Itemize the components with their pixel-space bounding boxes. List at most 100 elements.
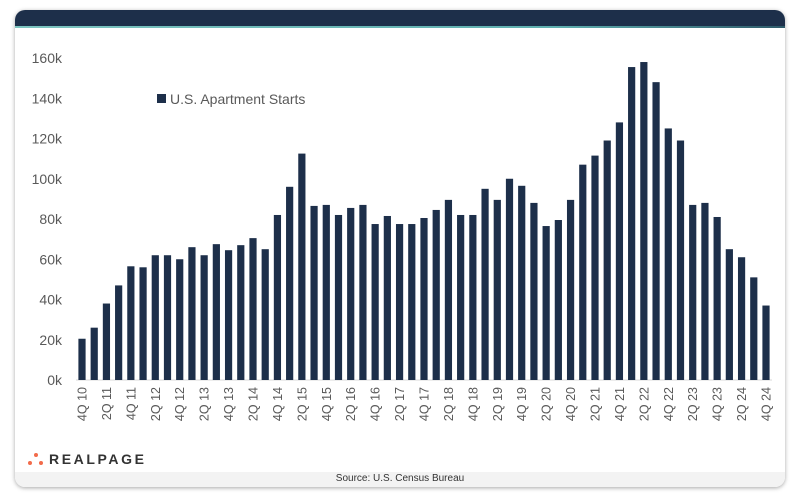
x-tick-label: 2Q 14 <box>247 387 261 421</box>
x-tick-label: 4Q 13 <box>222 387 236 421</box>
bar <box>163 255 172 380</box>
bar <box>127 266 135 380</box>
x-tick-label: 2Q 11 <box>100 387 114 420</box>
bar <box>139 267 147 380</box>
bar <box>212 244 220 380</box>
x-tick-label: 4Q 10 <box>76 387 90 421</box>
bar <box>286 186 294 380</box>
bar <box>628 67 636 381</box>
logo-text: REALPAGE <box>49 451 147 467</box>
bar <box>249 238 257 380</box>
bar <box>737 257 746 380</box>
x-tick-label: 4Q 11 <box>124 387 138 420</box>
bar <box>224 250 233 380</box>
bar <box>371 224 379 380</box>
legend: U.S. Apartment Starts <box>157 91 305 107</box>
x-tick-label: 4Q 24 <box>760 387 774 421</box>
x-tick-label: 2Q 20 <box>540 387 554 421</box>
bar <box>237 245 245 380</box>
bar <box>566 199 575 380</box>
bar <box>359 204 367 380</box>
x-tick-label: 4Q 17 <box>418 387 432 421</box>
x-tick-label: 2Q 16 <box>344 387 358 421</box>
source-footer: Source: U.S. Census Bureau <box>15 472 785 487</box>
x-tick-label: 2Q 12 <box>149 387 163 421</box>
y-tick-label: 60k <box>39 251 63 267</box>
bar <box>591 155 599 380</box>
bar <box>469 214 477 380</box>
x-tick-label: 4Q 15 <box>320 387 334 421</box>
y-tick-label: 160k <box>32 50 63 66</box>
x-tick-label: 2Q 19 <box>491 387 505 421</box>
bar <box>420 217 428 380</box>
bar <box>713 216 721 380</box>
card-header-bar <box>15 10 785 26</box>
bar <box>701 202 709 380</box>
bar <box>188 247 196 380</box>
bar <box>200 255 208 380</box>
bar <box>334 214 343 380</box>
realpage-logo: REALPAGE <box>27 451 147 467</box>
bar <box>518 185 526 380</box>
bar <box>444 199 453 380</box>
source-text: Source: U.S. Census Bureau <box>335 473 465 484</box>
bar <box>115 285 123 380</box>
bar <box>725 249 733 380</box>
bar <box>457 214 465 380</box>
bar <box>640 62 648 381</box>
bar <box>689 204 697 380</box>
bar <box>615 122 624 381</box>
bar <box>383 215 391 380</box>
x-tick-label: 2Q 24 <box>735 387 749 421</box>
x-tick-label: 2Q 21 <box>589 387 603 421</box>
x-tick-label: 4Q 14 <box>271 387 285 421</box>
legend-swatch <box>157 94 166 103</box>
x-tick-label: 2Q 13 <box>198 387 212 421</box>
bar <box>310 205 318 380</box>
y-tick-label: 0k <box>47 372 63 388</box>
x-tick-label: 4Q 16 <box>369 387 383 421</box>
y-tick-label: 40k <box>39 292 63 308</box>
bar <box>273 214 282 380</box>
y-tick-label: 80k <box>39 211 63 227</box>
x-tick-label: 2Q 17 <box>393 387 407 421</box>
bar <box>151 255 159 380</box>
y-tick-label: 140k <box>32 90 63 106</box>
y-axis: 0k 20k 40k 60k 80k 100k 120k 140k 160k <box>32 50 63 388</box>
bar <box>493 199 501 380</box>
y-tick-label: 20k <box>39 332 63 348</box>
bar <box>432 209 440 380</box>
bar <box>408 224 416 380</box>
legend-label: U.S. Apartment Starts <box>170 91 305 107</box>
bar <box>750 277 758 380</box>
bar <box>90 327 98 380</box>
x-tick-label: 2Q 15 <box>295 387 309 421</box>
bar <box>530 202 538 380</box>
logo-dots-icon <box>28 453 43 465</box>
x-tick-label: 4Q 22 <box>662 387 676 421</box>
bar <box>347 207 355 380</box>
bar <box>176 259 184 380</box>
bar <box>676 140 685 380</box>
bar <box>652 82 660 381</box>
y-tick-label: 100k <box>32 171 63 187</box>
x-tick-label: 2Q 22 <box>637 387 651 421</box>
bar <box>395 224 404 380</box>
bar <box>78 338 86 380</box>
bars <box>78 62 770 381</box>
bar <box>505 178 514 380</box>
x-tick-label: 4Q 21 <box>613 387 627 421</box>
x-axis: 4Q 10 2Q 11 4Q 11 2Q 12 4Q 12 2Q 13 4Q 13 2Q 14… <box>76 387 774 421</box>
bar <box>261 249 269 380</box>
accent-line <box>15 26 785 28</box>
bar <box>102 303 111 380</box>
x-tick-label: 4Q 19 <box>515 387 529 421</box>
x-tick-label: 2Q 18 <box>442 387 456 421</box>
x-tick-label: 4Q 12 <box>173 387 187 421</box>
bar <box>322 204 330 380</box>
bar <box>554 220 562 380</box>
x-tick-label: 4Q 23 <box>711 387 725 421</box>
x-tick-label: 4Q 18 <box>466 387 480 421</box>
bar <box>298 153 306 380</box>
